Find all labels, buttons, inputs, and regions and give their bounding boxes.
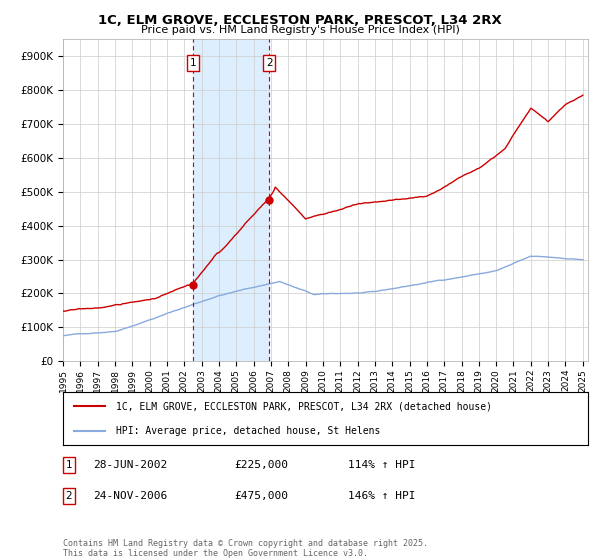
Text: 28-JUN-2002: 28-JUN-2002 xyxy=(93,460,167,470)
Text: Contains HM Land Registry data © Crown copyright and database right 2025.
This d: Contains HM Land Registry data © Crown c… xyxy=(63,539,428,558)
Text: 1C, ELM GROVE, ECCLESTON PARK, PRESCOT, L34 2RX: 1C, ELM GROVE, ECCLESTON PARK, PRESCOT, … xyxy=(98,14,502,27)
Text: 24-NOV-2006: 24-NOV-2006 xyxy=(93,491,167,501)
Text: 114% ↑ HPI: 114% ↑ HPI xyxy=(348,460,415,470)
Text: 1C, ELM GROVE, ECCLESTON PARK, PRESCOT, L34 2RX (detached house): 1C, ELM GROVE, ECCLESTON PARK, PRESCOT, … xyxy=(115,402,491,412)
Text: 1: 1 xyxy=(65,460,73,470)
Text: HPI: Average price, detached house, St Helens: HPI: Average price, detached house, St H… xyxy=(115,426,380,436)
Text: £225,000: £225,000 xyxy=(234,460,288,470)
Text: Price paid vs. HM Land Registry's House Price Index (HPI): Price paid vs. HM Land Registry's House … xyxy=(140,25,460,35)
Bar xyxy=(193,39,269,361)
Text: 2: 2 xyxy=(266,58,272,68)
Text: £475,000: £475,000 xyxy=(234,491,288,501)
Text: 146% ↑ HPI: 146% ↑ HPI xyxy=(348,491,415,501)
Text: 2: 2 xyxy=(65,491,73,501)
Text: 1: 1 xyxy=(190,58,196,68)
